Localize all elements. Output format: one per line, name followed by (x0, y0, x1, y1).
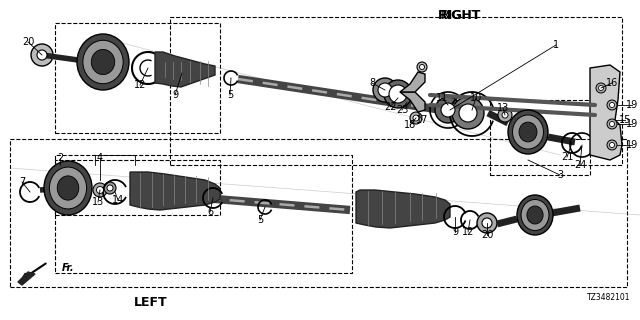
Circle shape (410, 112, 422, 124)
Text: 6: 6 (207, 207, 213, 217)
Text: 21: 21 (561, 152, 573, 162)
Circle shape (609, 122, 614, 126)
Text: 23: 23 (396, 105, 408, 115)
Text: 7: 7 (19, 177, 25, 187)
Ellipse shape (92, 49, 115, 75)
Circle shape (459, 104, 477, 122)
Text: 15: 15 (619, 115, 631, 125)
Ellipse shape (83, 40, 123, 84)
Circle shape (452, 97, 484, 129)
Ellipse shape (49, 167, 86, 209)
Text: 5: 5 (227, 90, 233, 100)
Text: 19: 19 (626, 119, 638, 129)
Circle shape (596, 83, 606, 93)
Text: 11: 11 (436, 93, 448, 103)
Polygon shape (130, 172, 220, 210)
Polygon shape (590, 65, 622, 160)
Bar (170, 17, 622, 165)
Polygon shape (400, 72, 425, 92)
Text: 2: 2 (57, 153, 63, 163)
Text: 17: 17 (416, 115, 428, 125)
Circle shape (31, 44, 53, 66)
Text: 19: 19 (626, 140, 638, 150)
Text: 4: 4 (97, 153, 103, 163)
Text: 10: 10 (470, 93, 482, 103)
Circle shape (477, 213, 497, 233)
Circle shape (607, 119, 617, 129)
Text: 20: 20 (22, 37, 34, 47)
Text: 12: 12 (134, 80, 146, 90)
Circle shape (378, 83, 392, 97)
Text: 9: 9 (172, 90, 178, 100)
Circle shape (441, 103, 455, 117)
Text: 1: 1 (553, 40, 559, 50)
Circle shape (435, 97, 461, 123)
Polygon shape (400, 92, 425, 112)
Circle shape (607, 100, 617, 110)
Circle shape (607, 140, 617, 150)
Ellipse shape (521, 199, 549, 230)
Ellipse shape (527, 206, 543, 224)
Text: TZ3482101: TZ3482101 (586, 293, 630, 302)
Text: 13: 13 (497, 103, 509, 113)
Text: 14: 14 (112, 195, 124, 205)
Circle shape (598, 85, 604, 91)
Circle shape (107, 185, 113, 191)
Ellipse shape (44, 161, 92, 215)
Text: 8: 8 (369, 78, 375, 88)
Ellipse shape (513, 115, 543, 149)
Text: 18: 18 (404, 120, 416, 130)
Text: 24: 24 (574, 160, 586, 170)
Text: 16: 16 (606, 78, 618, 88)
Bar (55, 23, 220, 133)
Circle shape (97, 187, 104, 194)
Circle shape (384, 80, 412, 108)
Circle shape (498, 108, 512, 122)
Text: 13: 13 (92, 197, 104, 207)
Text: LEFT: LEFT (134, 296, 167, 309)
Text: Fr.: Fr. (62, 263, 75, 273)
Text: 20: 20 (481, 230, 493, 240)
Circle shape (417, 62, 427, 72)
Polygon shape (155, 52, 215, 87)
Bar (10, 139, 627, 287)
Polygon shape (356, 190, 450, 228)
Bar (55, 160, 220, 215)
Text: RIGHT: RIGHT (440, 9, 479, 21)
Circle shape (104, 182, 116, 194)
Text: 9: 9 (452, 227, 458, 237)
Text: 22: 22 (384, 102, 396, 112)
Ellipse shape (57, 176, 79, 200)
Circle shape (93, 183, 107, 197)
Circle shape (373, 78, 397, 102)
Circle shape (609, 142, 614, 148)
Text: 5: 5 (257, 215, 263, 225)
Text: 3: 3 (557, 170, 563, 180)
Ellipse shape (519, 122, 537, 142)
Circle shape (482, 218, 492, 228)
Ellipse shape (517, 195, 553, 235)
Circle shape (389, 85, 407, 103)
Bar (490, 100, 590, 175)
Polygon shape (18, 272, 35, 285)
Text: 12: 12 (462, 227, 474, 237)
Bar (55, 155, 352, 273)
Ellipse shape (77, 34, 129, 90)
Circle shape (419, 65, 424, 69)
Circle shape (413, 115, 419, 121)
Circle shape (37, 50, 47, 60)
Circle shape (609, 102, 614, 108)
Ellipse shape (508, 110, 548, 154)
Text: RIGHT: RIGHT (438, 9, 482, 21)
Text: 19: 19 (626, 100, 638, 110)
Circle shape (502, 112, 508, 118)
